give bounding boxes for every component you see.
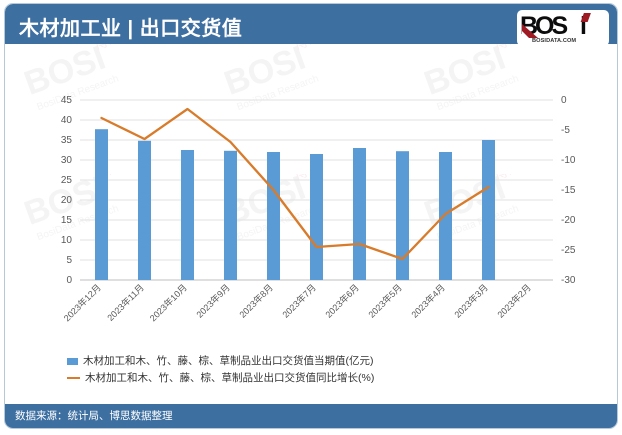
- svg-text:15: 15: [61, 215, 73, 226]
- svg-text:10: 10: [61, 235, 73, 246]
- svg-text:25: 25: [61, 175, 73, 186]
- svg-text:30: 30: [61, 155, 73, 166]
- svg-text:-25: -25: [561, 245, 576, 256]
- svg-text:40: 40: [61, 115, 73, 126]
- svg-text:-15: -15: [561, 185, 576, 196]
- svg-text:-5: -5: [561, 125, 570, 136]
- svg-text:0: 0: [561, 95, 567, 106]
- svg-text:-20: -20: [561, 215, 576, 226]
- svg-text:0: 0: [66, 275, 72, 286]
- svg-text:35: 35: [61, 135, 73, 146]
- svg-text:5: 5: [66, 255, 72, 266]
- svg-text:-30: -30: [561, 275, 576, 286]
- svg-text:45: 45: [61, 95, 73, 106]
- svg-text:20: 20: [61, 195, 73, 206]
- svg-text:-10: -10: [561, 155, 576, 166]
